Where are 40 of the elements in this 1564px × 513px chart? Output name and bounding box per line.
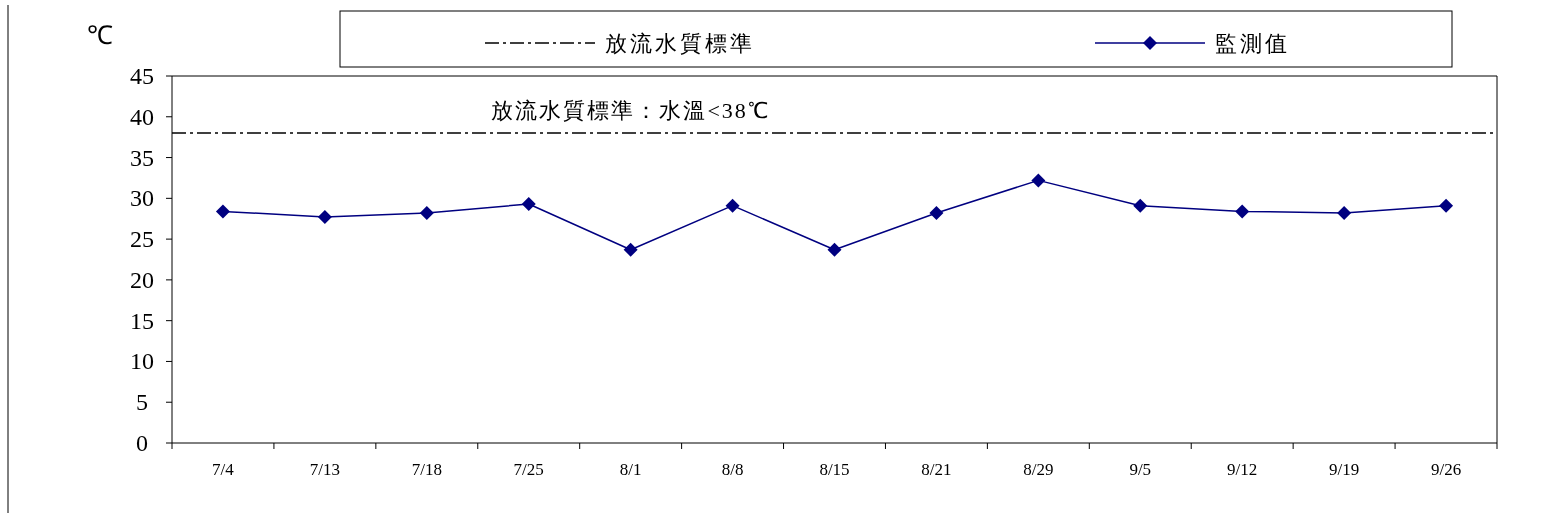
point [725,198,740,213]
x-tick-label: 9/5 [1129,460,1152,479]
x-tick-label: 8/15 [819,460,850,479]
point [1031,173,1046,188]
point [827,242,842,257]
point [215,204,230,219]
y-tick-label: 45 [130,63,154,89]
legend-label: 監測值 [1215,31,1290,56]
x-tick-label: 8/1 [619,460,642,479]
x-tick-label: 7/25 [513,460,544,479]
x-tick-label: 7/4 [212,460,235,479]
x-tick-label: 7/18 [411,460,442,479]
legend-label: 放流水質標準 [605,31,755,56]
x-tick-label: 7/13 [309,460,340,479]
point [317,210,332,225]
point [929,206,944,221]
y-tick-label: 40 [130,103,154,130]
x-tick-label: 9/26 [1430,460,1462,479]
point [623,242,638,257]
point [1133,198,1148,213]
point [1439,198,1454,213]
point [521,197,536,212]
y-tick-label: 15 [130,307,154,334]
point [419,206,434,221]
point [1235,204,1250,219]
x-tick-label: 8/29 [1023,460,1054,479]
y-tick-label: 5 [136,389,148,416]
x-tick-label: 8/21 [921,460,952,479]
point [1337,206,1352,221]
y-tick-label: 10 [130,348,154,375]
y-tick-label: 30 [130,185,154,212]
y-tick-label: 0 [136,430,148,456]
y-tick-label: 20 [130,266,154,293]
x-tick-label: 8/8 [721,460,744,479]
annotation: 放流水質標準：水溫<38℃ [491,98,770,124]
y-tick-label: 35 [130,144,154,171]
y-tick-label: 25 [130,226,154,253]
x-tick-label: 9/12 [1227,460,1258,479]
y-axis-title: ℃ [87,21,113,50]
x-tick-label: 9/19 [1329,460,1360,479]
